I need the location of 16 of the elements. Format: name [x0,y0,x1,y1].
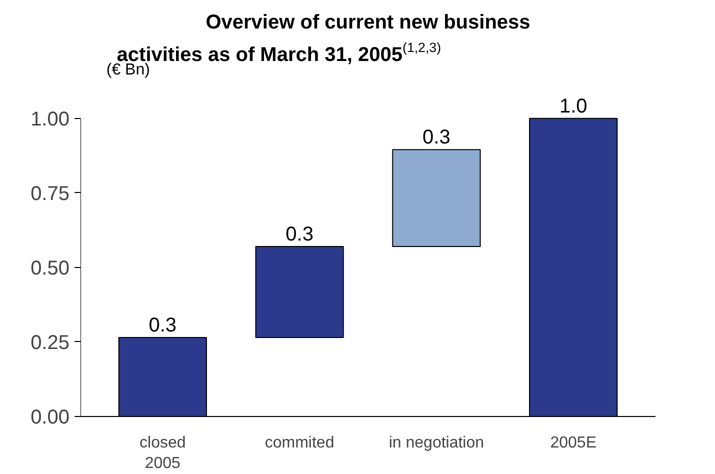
data-label: 0.3 [148,314,177,336]
x-tick-label: in negotiation [388,434,484,452]
y-tick-label: 0.50 [30,257,70,280]
data-label: 1.0 [559,95,588,118]
x-tick-label: commited [264,434,334,452]
y-tick-label: 0.25 [30,332,70,354]
x-tick-label: closed 2005 [140,434,186,472]
data-label: 0.3 [422,126,450,149]
bar [255,246,344,338]
y-tick-label: 0.00 [30,406,70,428]
data-label: 0.3 [286,224,314,246]
x-tick-label: 2005E [550,434,596,452]
y-axis-title: (€ Bn) [106,62,150,78]
bar [392,149,481,248]
y-tick-label: 0.75 [30,182,70,205]
y-tick-label: 1.00 [30,108,70,130]
